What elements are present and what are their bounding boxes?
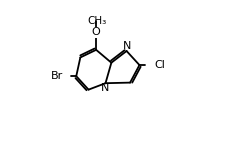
Text: Br: Br [51,71,63,81]
Text: N: N [122,41,131,51]
Text: CH₃: CH₃ [88,16,107,26]
Text: N: N [101,83,109,93]
Text: O: O [92,27,100,37]
Text: Cl: Cl [155,60,166,70]
